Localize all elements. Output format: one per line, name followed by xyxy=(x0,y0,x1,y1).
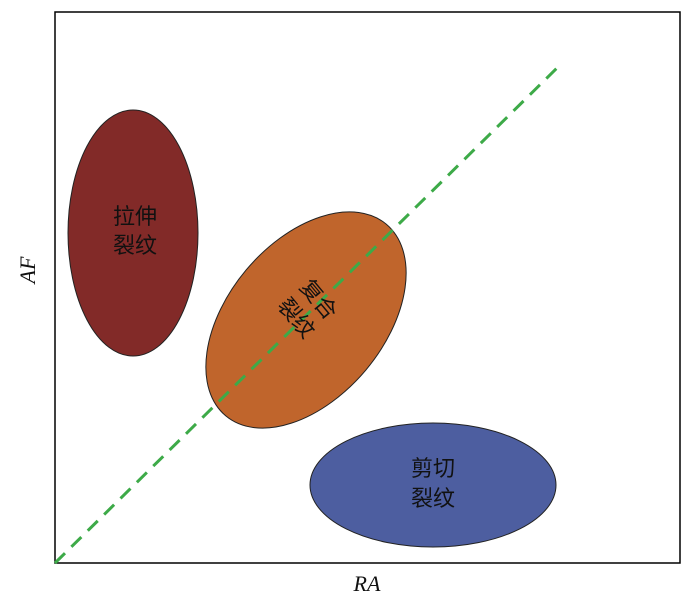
node-label: 裂纹 xyxy=(113,233,157,258)
tension-region xyxy=(67,109,199,357)
node-label: 剪切 xyxy=(411,456,455,481)
node-label: 裂纹 xyxy=(411,486,455,511)
shear-region xyxy=(309,422,557,548)
node-label: 拉伸 xyxy=(113,204,157,229)
dividing-line xyxy=(53,66,559,565)
frame xyxy=(54,11,681,564)
y-axis-label: AF xyxy=(15,256,40,285)
x-axis-label: RA xyxy=(353,571,381,596)
